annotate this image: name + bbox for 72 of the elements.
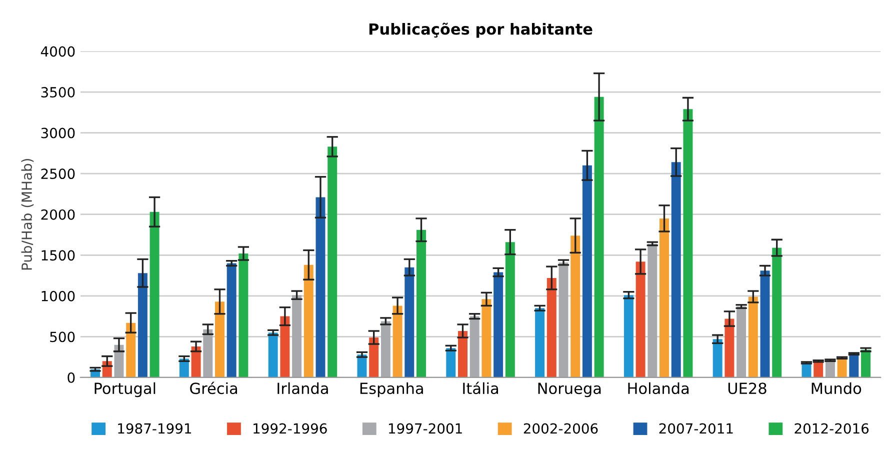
bar [126, 322, 136, 378]
bar [458, 330, 468, 378]
bar [505, 242, 515, 378]
bar [416, 230, 426, 378]
y-axis-title: Pub/Hab (MHab) [21, 158, 34, 270]
x-tick-label: Espanha [360, 382, 423, 398]
bar [215, 302, 224, 378]
bar [736, 306, 746, 378]
legend-label: 1997-2001 [388, 423, 462, 434]
bar [636, 262, 646, 378]
chart-title: Publicações por habitante [369, 22, 592, 38]
bar [238, 254, 248, 378]
bar [392, 306, 402, 378]
bar [760, 270, 770, 378]
legend-label: 2012-2016 [794, 423, 869, 434]
bar [404, 267, 414, 378]
bar [724, 318, 734, 378]
bar [304, 264, 314, 378]
x-tick-label: Holanda [628, 382, 689, 394]
x-tick-label: Portugal [94, 382, 156, 398]
y-tick-label: 4000 [40, 46, 75, 57]
y-tick-label: 0 [68, 372, 75, 383]
x-tick-label: Grécia [190, 382, 238, 394]
bar [683, 109, 693, 378]
bar [748, 296, 758, 378]
bar [582, 165, 592, 378]
bar [624, 295, 634, 378]
bar [203, 329, 213, 378]
bar [494, 272, 504, 378]
bar [594, 96, 604, 378]
bar [328, 146, 338, 378]
y-tick-label: 3000 [41, 128, 75, 138]
y-tick-label: 3500 [41, 87, 75, 98]
bar [660, 218, 669, 378]
bar [380, 321, 390, 378]
y-tick-label: 1500 [42, 250, 75, 261]
bar [226, 263, 236, 378]
legend-label: 2007-2011 [659, 423, 733, 434]
x-tick-label: Mundo [812, 382, 862, 394]
bar [772, 248, 782, 378]
bar [316, 197, 326, 378]
bar [138, 273, 148, 378]
bar [482, 299, 492, 378]
bar [150, 212, 160, 378]
y-tick-label: 2000 [41, 209, 75, 220]
x-tick-label: Irlanda [278, 382, 328, 394]
legend-label: 1987-1991 [118, 423, 192, 434]
bar [470, 316, 480, 378]
bar [268, 332, 278, 378]
bar [849, 354, 859, 378]
bar [292, 295, 302, 378]
bar [861, 350, 871, 378]
bar [369, 338, 379, 378]
bar [570, 236, 580, 378]
y-tick-label: 2500 [41, 168, 75, 180]
bar [114, 344, 124, 378]
y-tick-label: 1000 [42, 290, 75, 302]
legend-label: 2002-2006 [524, 423, 598, 434]
x-tick-label: Noruega [538, 382, 601, 398]
bar [671, 162, 681, 378]
x-tick-label: Itália [463, 382, 498, 394]
bar [546, 278, 556, 378]
bar [446, 348, 456, 378]
bar [712, 339, 722, 378]
legend-label: 1992-1996 [254, 423, 327, 434]
bar [280, 316, 290, 378]
bar [191, 346, 201, 378]
y-tick-label: 500 [50, 332, 75, 342]
bar [648, 244, 658, 378]
bar [535, 308, 545, 378]
bar [558, 262, 568, 378]
x-tick-label: UE28 [728, 382, 766, 394]
